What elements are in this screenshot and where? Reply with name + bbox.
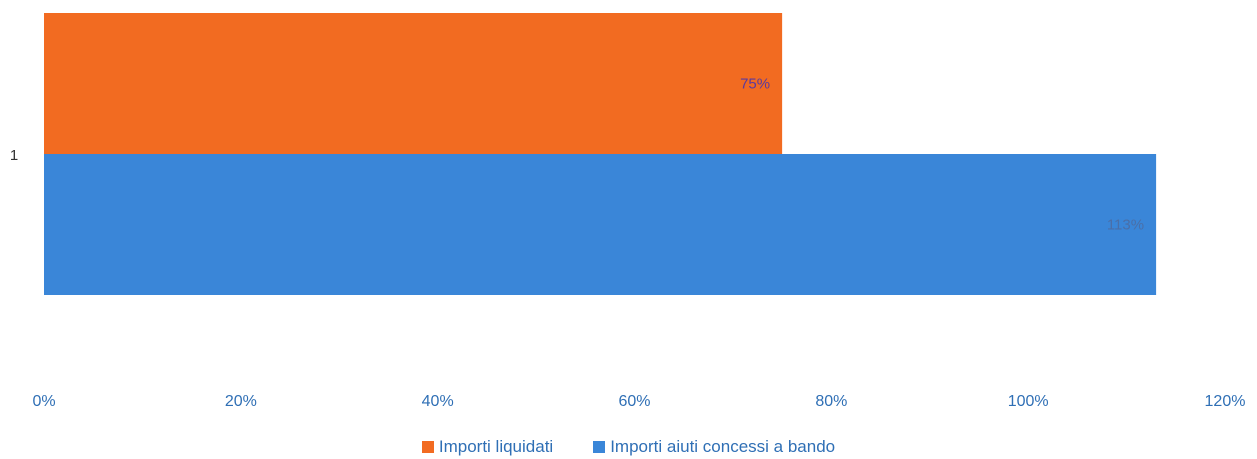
data-label-liquidati: 75%	[740, 76, 770, 93]
bar-concessi[interactable]	[44, 154, 1157, 295]
legend: Importi liquidati Importi aiuti concessi…	[0, 437, 1257, 457]
legend-swatch-liquidati	[421, 441, 434, 453]
legend-label-concessi: Importi aiuti concessi a bando	[610, 437, 836, 456]
legend-swatch-concessi	[593, 441, 606, 453]
legend-label-liquidati: Importi liquidati	[438, 437, 554, 456]
legend-item-concessi[interactable]: Importi aiuti concessi a bando	[593, 437, 835, 457]
x-tick-label: 20%	[225, 393, 257, 410]
legend-item-liquidati[interactable]: Importi liquidati	[421, 437, 554, 457]
x-tick-label: 120%	[1205, 393, 1246, 410]
x-tick-label: 0%	[32, 393, 55, 410]
category-label: 1	[10, 147, 18, 164]
data-label-concessi: 113%	[1107, 217, 1144, 234]
bar-liquidati[interactable]	[44, 13, 783, 154]
x-tick-label: 40%	[422, 393, 454, 410]
x-tick-label: 100%	[1008, 393, 1049, 410]
x-tick-label: 60%	[618, 393, 650, 410]
x-tick-label: 80%	[815, 393, 847, 410]
